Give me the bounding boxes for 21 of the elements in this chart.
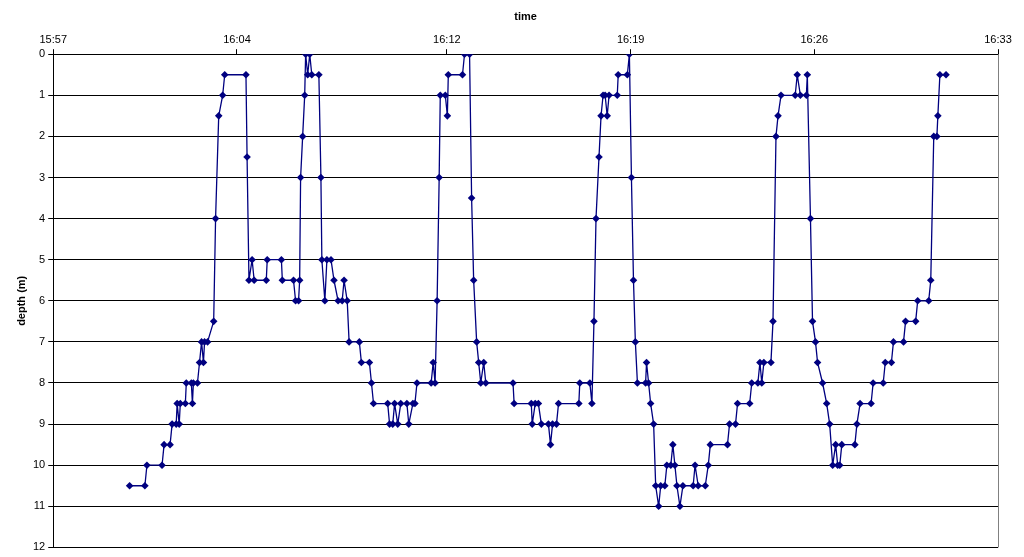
x-tick-label: 16:12 (433, 32, 461, 45)
y-tick-label: 12 (32, 540, 46, 553)
y-axis-title: depth (m) (15, 275, 28, 326)
y-tick-label: 11 (33, 499, 46, 512)
x-axis-title: time (514, 10, 537, 23)
y-tick-label: 8 (39, 376, 46, 389)
x-tick-label: 16:26 (800, 32, 829, 45)
y-tick-label: 5 (39, 252, 46, 265)
y-tick-label: 10 (32, 458, 46, 471)
x-tick-label: 16:19 (616, 32, 645, 45)
y-tick-label: 3 (39, 170, 46, 183)
y-tick-label: 9 (39, 417, 46, 430)
y-tick-label: 7 (39, 334, 46, 347)
x-tick-label: 16:33 (984, 32, 1012, 45)
y-tick-label: 0 (39, 47, 46, 60)
x-tick-label: 16:04 (223, 32, 251, 45)
y-tick-label: 2 (39, 129, 46, 142)
y-tick-label: 1 (39, 88, 46, 101)
y-tick-label: 6 (39, 293, 46, 306)
x-tick-label: 15:57 (39, 32, 67, 45)
y-tick-label: 4 (39, 211, 46, 224)
